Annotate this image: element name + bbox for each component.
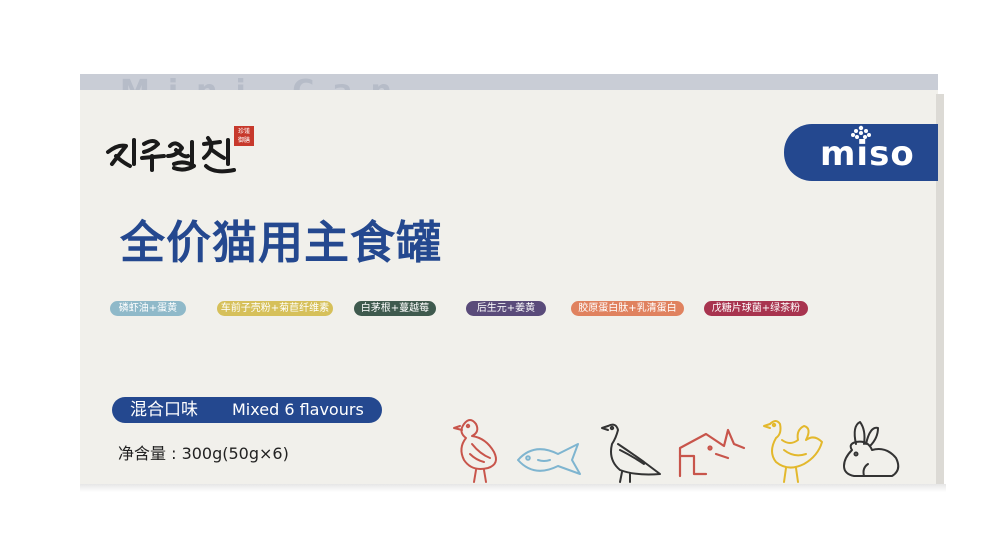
ingredient-tag: 磷虾油+蛋黄 <box>110 301 186 316</box>
box-top-edge <box>80 74 938 92</box>
logo-text: miso <box>820 134 915 174</box>
ingredient-tag: 车前子壳粉+菊苣纤维素 <box>217 301 333 316</box>
tree-icon <box>851 125 871 139</box>
net-weight: 净含量 : 300g(50g×6) <box>118 444 289 463</box>
brand-seal: 珍馐 御膳 <box>234 126 254 146</box>
ingredient-tag: 胶原蛋白肽+乳清蛋白 <box>571 301 684 316</box>
rabbit-icon <box>843 421 900 477</box>
turkey-icon <box>763 420 823 483</box>
fish-icon <box>517 443 581 475</box>
flavour-banner: 混合口味 Mixed 6 flavours <box>112 397 382 423</box>
duck-head-icon <box>678 428 746 478</box>
pigeon-icon <box>601 423 661 483</box>
ingredient-tag: 白茅根+蔓越莓 <box>354 301 436 316</box>
quail-icon <box>453 419 497 483</box>
ingredient-tag: 后生元+姜黄 <box>466 301 546 316</box>
box-right-edge <box>936 94 944 484</box>
box-shadow <box>80 484 946 492</box>
product-title: 全价猫用主食罐 <box>120 216 443 269</box>
brand-calligraphy-logo <box>106 136 236 174</box>
ingredient-tag: 戊糖片球菌+绿茶粉 <box>704 301 808 316</box>
flavour-cn: 混合口味 <box>130 400 198 420</box>
box-top-text: Mini Can <box>120 74 410 92</box>
flavour-en: Mixed 6 flavours <box>232 400 364 419</box>
